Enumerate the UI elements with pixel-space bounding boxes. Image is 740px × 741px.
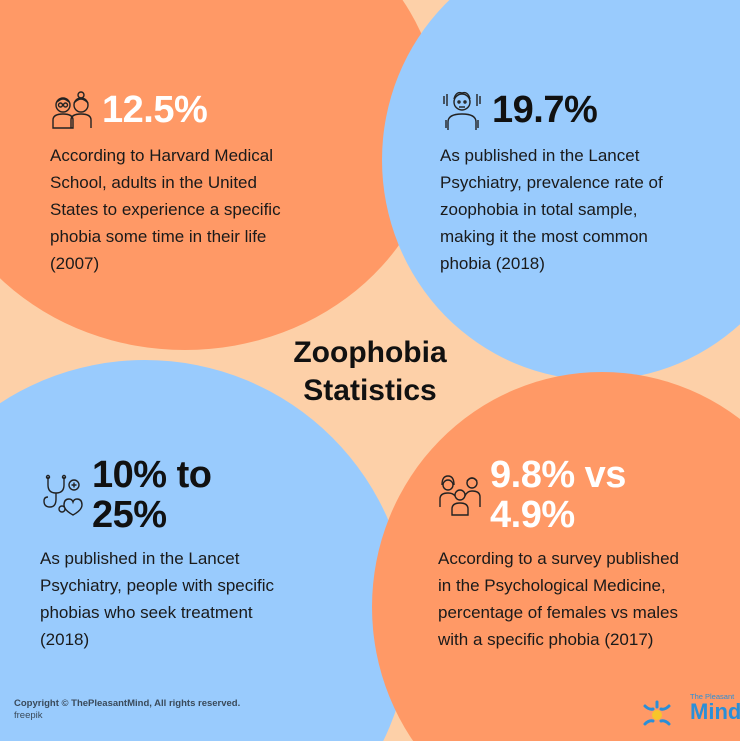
- description-line: percentage of females vs males: [438, 603, 679, 622]
- description-line: As published in the Lancet: [40, 549, 240, 568]
- stat-block-seek-treatment: 10% to 25% As published in the Lancet Ps…: [40, 455, 340, 653]
- logo-text-small: The Pleasant: [690, 692, 735, 701]
- description-line: Psychiatry, prevalence rate of: [440, 173, 663, 192]
- logo-text-big: Mind: [690, 699, 740, 724]
- family-group-icon: [439, 475, 481, 516]
- stat-value: 9.8% vs 4.9%: [490, 455, 626, 535]
- anxious-person-icon: [443, 91, 481, 130]
- stat-value: 19.7%: [492, 89, 598, 131]
- stat-value-line-2: 4.9%: [490, 494, 575, 536]
- description-line: phobias who seek treatment: [40, 603, 253, 622]
- credit-text: freepik: [14, 710, 43, 721]
- pleasant-mind-logo: The Pleasant Mind: [690, 692, 740, 723]
- description-line: (2007): [50, 254, 100, 273]
- description-line: zoophobia in total sample,: [440, 200, 638, 219]
- description-line: phobia (2018): [440, 254, 545, 273]
- description-line: phobia some time in their life: [50, 227, 267, 246]
- stat-description: As published in the Lancet Psychiatry, p…: [40, 545, 340, 653]
- title-line-2: Statistics: [303, 374, 437, 407]
- description-line: in the Psychological Medicine,: [438, 576, 666, 595]
- footer: Copyright © ThePleasantMind, All rights …: [14, 698, 240, 722]
- stat-block-adults-us: 12.5% According to Harvard Medical Schoo…: [50, 88, 350, 277]
- description-line: School, adults in the United: [50, 173, 257, 192]
- elderly-couple-icon: [52, 91, 92, 129]
- stat-description: As published in the Lancet Psychiatry, p…: [440, 142, 740, 277]
- pleasant-mind-logo-icon: [643, 700, 671, 726]
- description-line: States to experience a specific: [50, 200, 281, 219]
- description-line: Psychiatry, people with specific: [40, 576, 275, 595]
- stat-value-line-2: 25%: [92, 494, 167, 536]
- stat-block-females-vs-males: 9.8% vs 4.9% According to a survey publi…: [438, 455, 738, 653]
- stat-value-line-1: 9.8% vs: [490, 454, 626, 496]
- stat-description: According to a survey published in the P…: [438, 545, 738, 653]
- stethoscope-health-icon: [43, 474, 83, 516]
- stat-value: 12.5%: [102, 89, 208, 131]
- description-line: According to a survey published: [438, 549, 679, 568]
- stat-value-line-1: 10% to: [92, 454, 212, 496]
- description-line: (2018): [40, 630, 90, 649]
- stat-block-zoophobia-prevalence: 19.7% As published in the Lancet Psychia…: [440, 88, 740, 277]
- description-line: As published in the Lancet: [440, 146, 640, 165]
- title-line-1: Zoophobia: [293, 336, 447, 369]
- page-title: Zoophobia Statistics: [240, 334, 500, 410]
- stat-description: According to Harvard Medical School, adu…: [50, 142, 350, 277]
- copyright-text: Copyright © ThePleasantMind, All rights …: [14, 698, 241, 709]
- description-line: According to Harvard Medical: [50, 146, 273, 165]
- description-line: making it the most common: [440, 227, 648, 246]
- stat-value: 10% to 25%: [92, 454, 212, 536]
- description-line: with a specific phobia (2017): [438, 630, 654, 649]
